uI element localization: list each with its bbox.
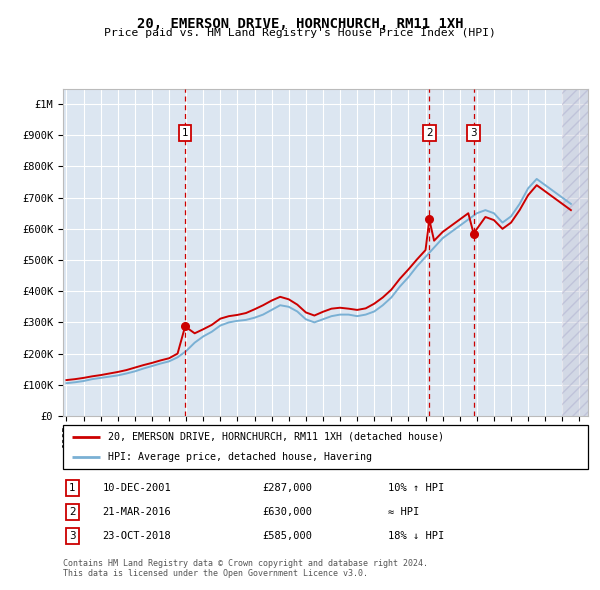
Text: 1: 1 [69, 483, 76, 493]
Text: 20, EMERSON DRIVE, HORNCHURCH, RM11 1XH (detached house): 20, EMERSON DRIVE, HORNCHURCH, RM11 1XH … [107, 432, 443, 442]
Text: 2: 2 [69, 507, 76, 517]
Text: 10-DEC-2001: 10-DEC-2001 [103, 483, 171, 493]
Text: Contains HM Land Registry data © Crown copyright and database right 2024.: Contains HM Land Registry data © Crown c… [63, 559, 428, 568]
Text: 2: 2 [426, 127, 433, 137]
Text: HPI: Average price, detached house, Havering: HPI: Average price, detached house, Have… [107, 452, 371, 462]
Text: 18% ↓ HPI: 18% ↓ HPI [389, 531, 445, 541]
Text: Price paid vs. HM Land Registry's House Price Index (HPI): Price paid vs. HM Land Registry's House … [104, 28, 496, 38]
Text: 1: 1 [182, 127, 188, 137]
Text: 23-OCT-2018: 23-OCT-2018 [103, 531, 171, 541]
Bar [562, 88, 588, 416]
Text: 10% ↑ HPI: 10% ↑ HPI [389, 483, 445, 493]
Text: 3: 3 [470, 127, 477, 137]
Text: ≈ HPI: ≈ HPI [389, 507, 420, 517]
Text: 20, EMERSON DRIVE, HORNCHURCH, RM11 1XH: 20, EMERSON DRIVE, HORNCHURCH, RM11 1XH [137, 17, 463, 31]
Text: 3: 3 [69, 531, 76, 541]
Text: 21-MAR-2016: 21-MAR-2016 [103, 507, 171, 517]
FancyBboxPatch shape [63, 425, 588, 469]
Text: This data is licensed under the Open Government Licence v3.0.: This data is licensed under the Open Gov… [63, 569, 368, 578]
Text: £585,000: £585,000 [263, 531, 313, 541]
Text: £287,000: £287,000 [263, 483, 313, 493]
Text: £630,000: £630,000 [263, 507, 313, 517]
